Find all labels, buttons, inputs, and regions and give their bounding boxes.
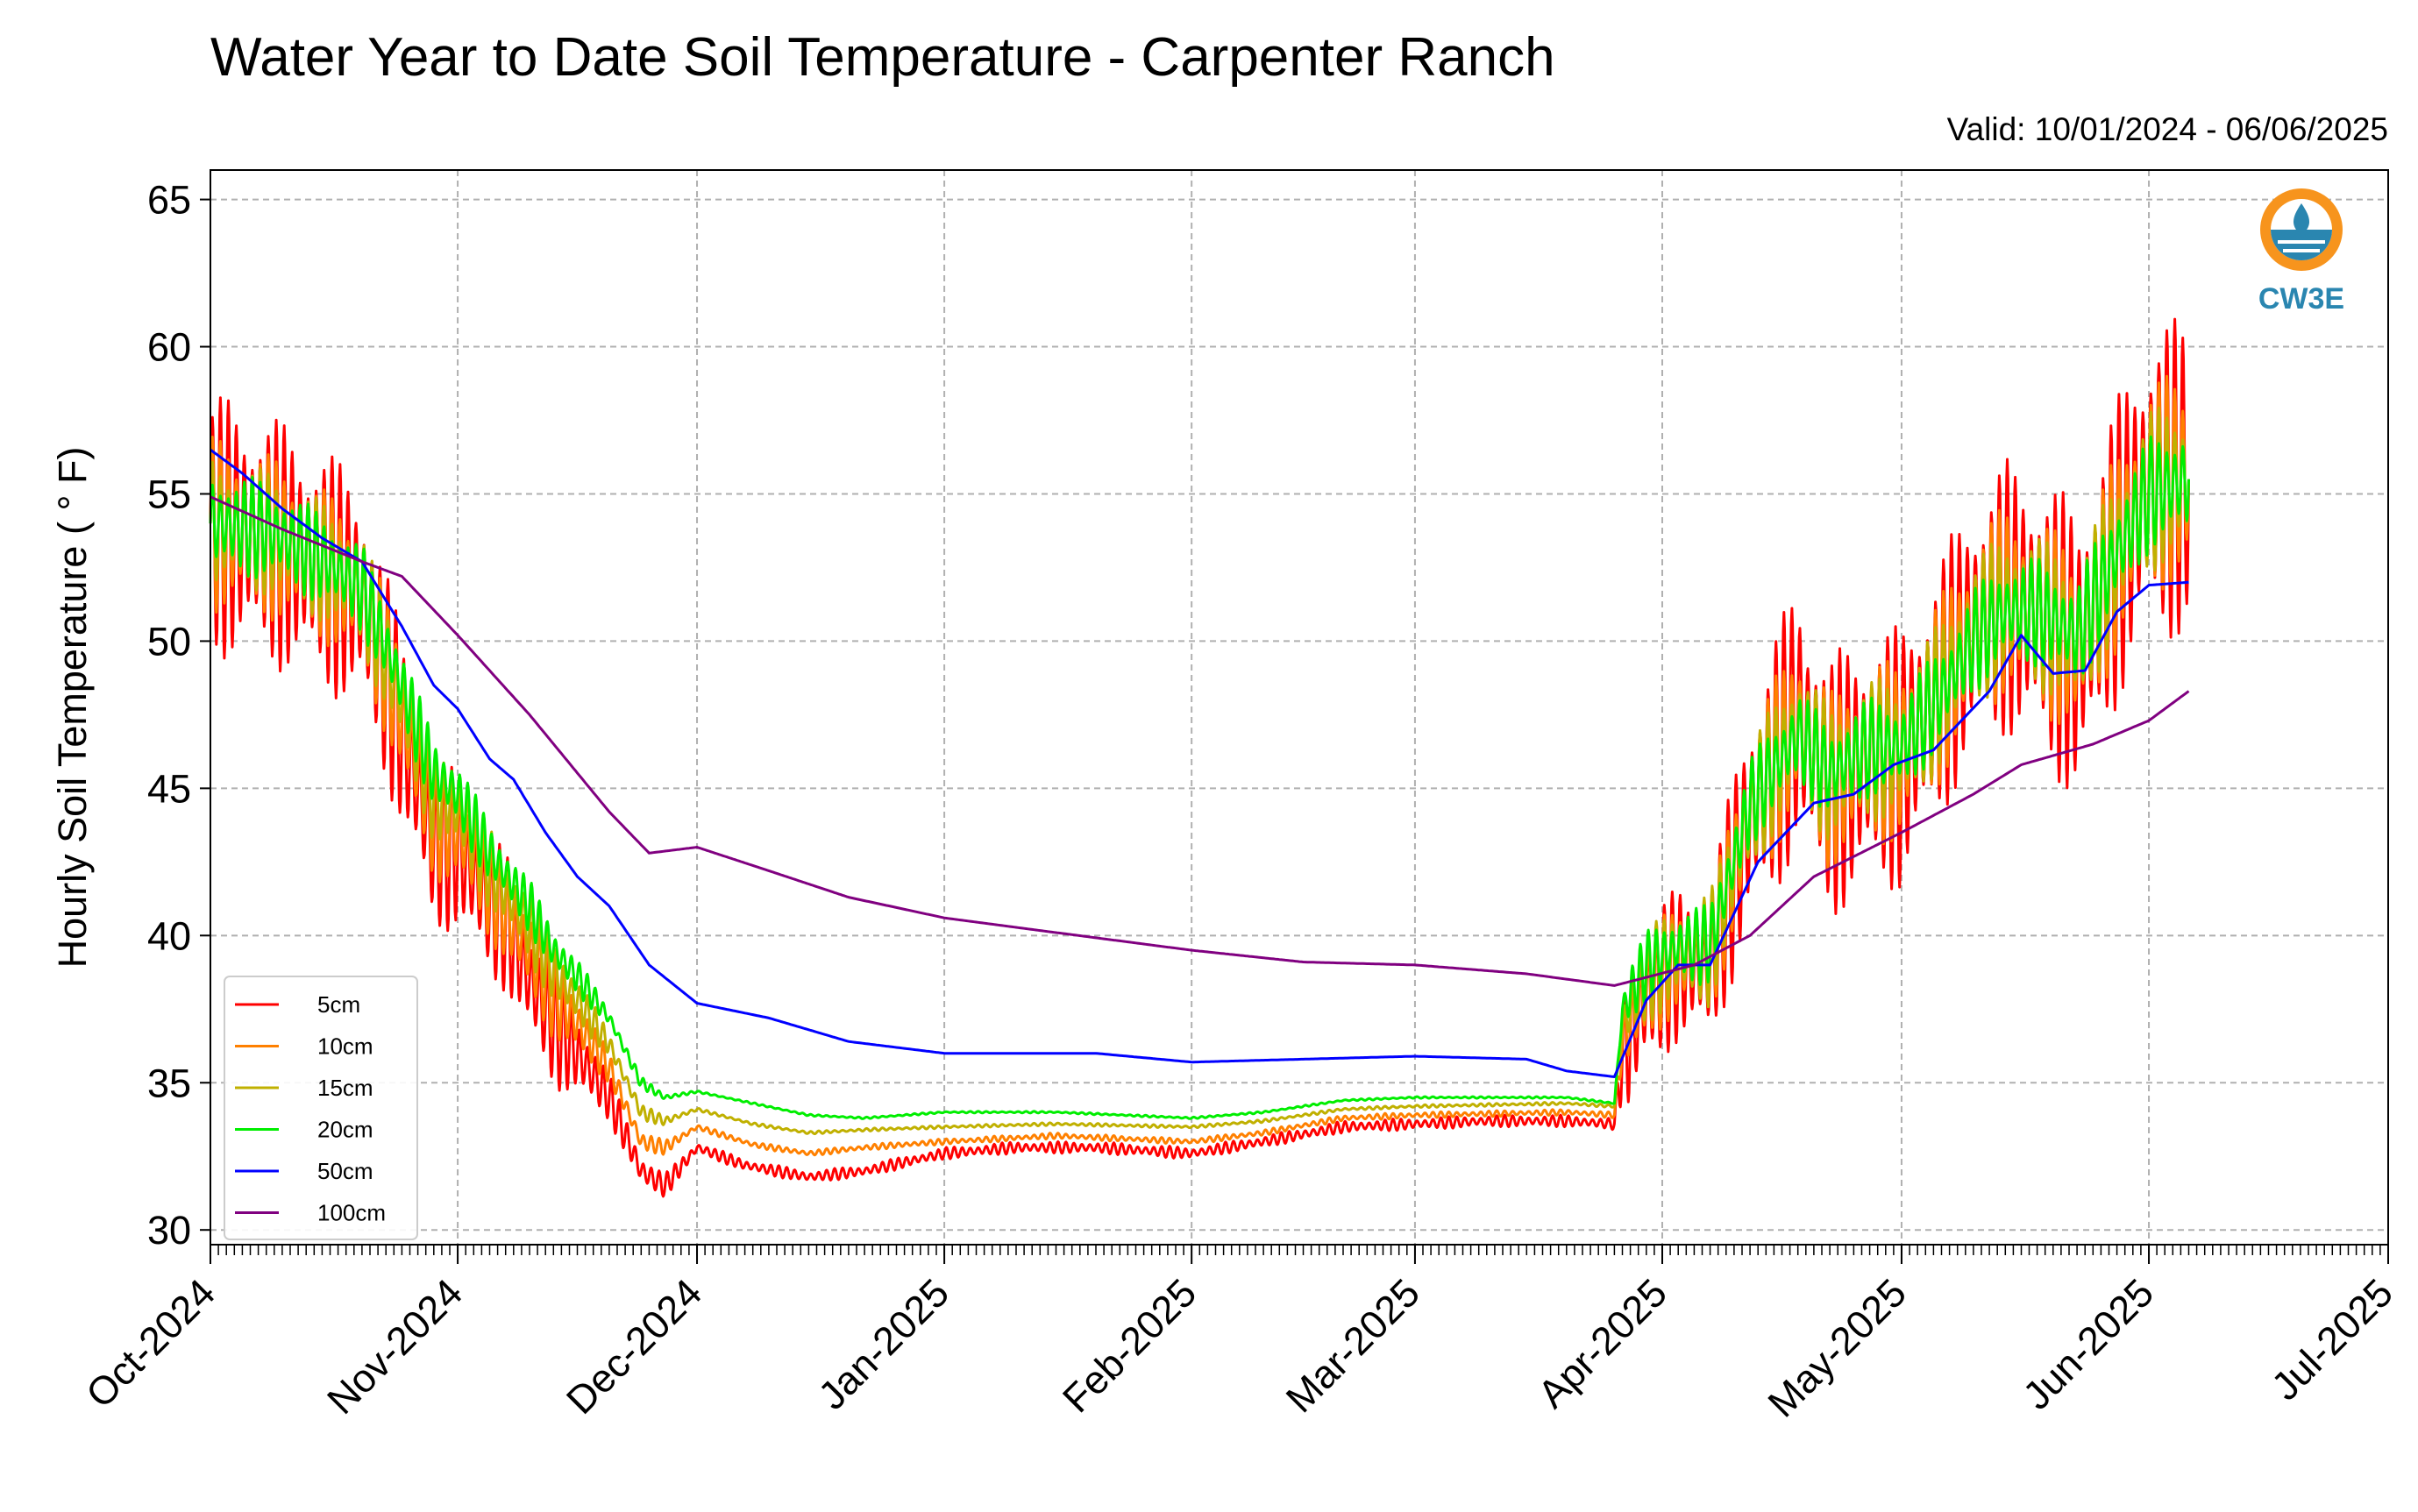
series-line-50cm	[210, 448, 2189, 1078]
legend-box	[224, 976, 418, 1240]
legend-label: 5cm	[317, 991, 360, 1018]
chart-title: Water Year to Date Soil Temperature - Ca…	[210, 27, 1555, 88]
y-axis-label: Hourly Soil Temperature ( ° F)	[50, 447, 95, 969]
x-minor-ticks	[210, 1245, 2389, 1255]
cw3e-logo: CW3E	[2258, 188, 2344, 316]
legend-label: 50cm	[317, 1158, 373, 1184]
logo-drop-icon	[2293, 203, 2310, 235]
logo-water-icon	[2271, 230, 2332, 260]
y-tick-label: 35	[147, 1061, 191, 1105]
y-tick-label: 65	[147, 178, 191, 223]
data-series	[209, 317, 2190, 1198]
y-tick-label: 30	[147, 1208, 191, 1253]
y-tick-label: 55	[147, 472, 191, 516]
legend-label: 20cm	[317, 1117, 373, 1143]
legend-label: 10cm	[317, 1033, 373, 1060]
legend-label: 100cm	[317, 1200, 386, 1226]
series-line-100cm	[210, 495, 2190, 987]
logo-text: CW3E	[2258, 282, 2344, 316]
legend: 5cm 10cm 15cm 20cm 50cm 100cm	[224, 976, 418, 1240]
plot-frame	[210, 169, 2389, 1246]
valid-range-label: Valid: 10/01/2024 - 06/06/2025	[1947, 111, 2388, 147]
legend-label: 15cm	[317, 1075, 373, 1101]
y-tick-label: 45	[147, 766, 191, 811]
y-axis: 30 35 40 45 50 55 60 65	[147, 178, 210, 1253]
y-tick-label: 50	[147, 619, 191, 664]
y-tick-label: 60	[147, 325, 191, 370]
y-tick-label: 40	[147, 913, 191, 958]
